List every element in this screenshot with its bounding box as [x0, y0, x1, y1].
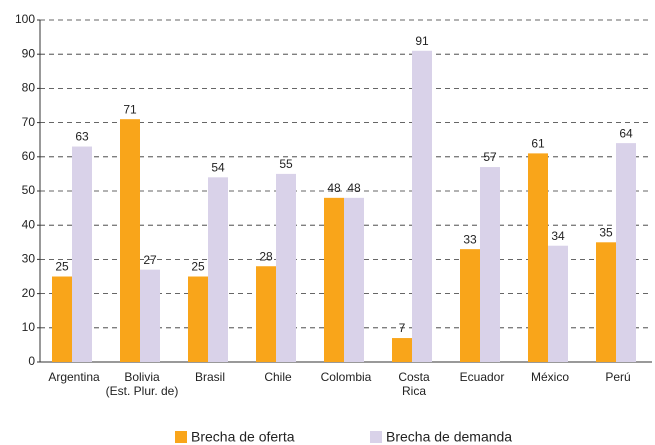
- x-tick-label-line: Perú: [605, 370, 630, 384]
- x-tick-label-line: Ecuador: [460, 370, 505, 384]
- legend: Brecha de oferta Brecha de demanda: [175, 429, 512, 445]
- value-label: 64: [619, 126, 633, 140]
- bar: [616, 143, 636, 362]
- y-tick-label: 60: [22, 149, 36, 163]
- x-tick-label: Colombia: [321, 370, 372, 384]
- value-label: 27: [143, 253, 157, 267]
- value-label: 35: [599, 225, 613, 239]
- value-label: 28: [259, 249, 273, 263]
- bar: [52, 276, 72, 362]
- y-tick-label: 0: [28, 354, 35, 368]
- bar: [344, 197, 364, 362]
- y-tick-label: 40: [22, 217, 36, 231]
- value-label: 63: [75, 130, 89, 144]
- value-label: 55: [279, 157, 293, 171]
- value-label: 33: [463, 232, 477, 246]
- x-tick-label: México: [531, 370, 569, 384]
- bar: [392, 338, 412, 362]
- x-tick-label: Chile: [264, 370, 292, 384]
- legend-label: Brecha de demanda: [386, 429, 512, 445]
- x-tick-label-line: Colombia: [321, 370, 372, 384]
- x-tick-label: Perú: [605, 370, 630, 384]
- x-tick-label: Brasil: [195, 370, 225, 384]
- legend-label: Brecha de oferta: [191, 429, 295, 445]
- x-tick-label: Argentina: [48, 370, 100, 384]
- y-tick-label: 80: [22, 81, 36, 95]
- y-tick-label: 20: [22, 286, 36, 300]
- y-tick-label: 90: [22, 46, 36, 60]
- value-label: 57: [483, 150, 497, 164]
- x-tick-label-line: Costa: [398, 370, 430, 384]
- legend-swatch: [175, 431, 187, 443]
- bar: [188, 276, 208, 362]
- value-label: 34: [551, 229, 565, 243]
- y-tick-label: 50: [22, 183, 36, 197]
- bar: [412, 50, 432, 362]
- bar: [276, 173, 296, 362]
- bar: [256, 266, 276, 362]
- y-tick-label: 70: [22, 115, 36, 129]
- x-tick-label-line: Brasil: [195, 370, 225, 384]
- y-tick-label: 10: [22, 320, 36, 334]
- value-label: 91: [415, 34, 429, 48]
- legend-swatch: [370, 431, 382, 443]
- x-tick-label: Bolivia (Est. Plur. de): [106, 370, 179, 398]
- x-tick-label: Ecuador: [460, 370, 505, 384]
- bar: [324, 197, 344, 362]
- x-tick-label-line: Bolivia: [124, 370, 160, 384]
- y-tick-label: 30: [22, 252, 36, 266]
- x-tick-label-line: México: [531, 370, 569, 384]
- bar: [208, 177, 228, 362]
- x-tick-label-line: (Est. Plur. de): [106, 384, 179, 398]
- x-tick-label-line: Argentina: [48, 370, 100, 384]
- bar: [548, 245, 568, 362]
- bar: [140, 269, 160, 362]
- x-tick-label-line: Chile: [264, 370, 292, 384]
- value-label: 48: [327, 181, 341, 195]
- bar: [120, 119, 140, 363]
- bar: [528, 153, 548, 362]
- value-label: 25: [191, 260, 205, 274]
- x-tick-label: Costa Rica: [398, 370, 430, 398]
- value-label: 7: [399, 321, 406, 335]
- y-tick-label: 100: [15, 12, 35, 26]
- bar: [72, 146, 92, 362]
- value-label: 71: [123, 102, 137, 116]
- value-label: 48: [347, 181, 361, 195]
- value-label: 61: [531, 137, 545, 151]
- value-label: 25: [55, 260, 69, 274]
- bar: [596, 242, 616, 362]
- value-label: 54: [211, 160, 225, 174]
- bar: [480, 167, 500, 362]
- bar: [460, 249, 480, 362]
- x-tick-label-line: Rica: [402, 384, 426, 398]
